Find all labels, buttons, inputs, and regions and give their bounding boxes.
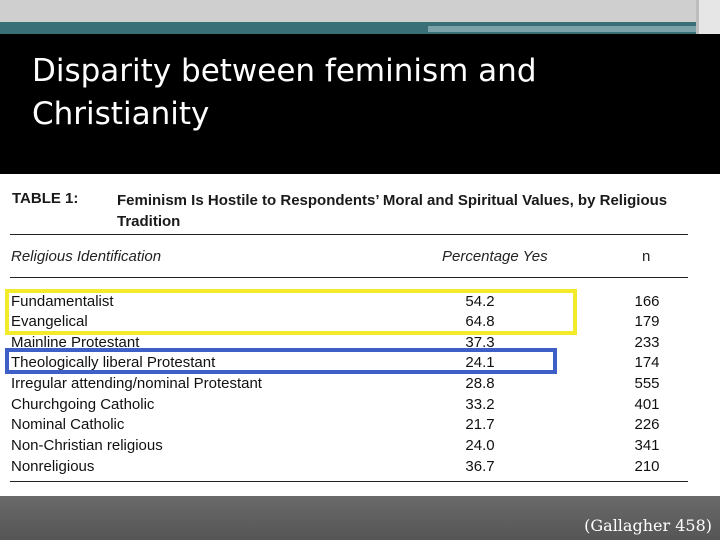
table-row: Theologically liberal Protestant 24.1 17… xyxy=(0,354,720,374)
slide-title-line2: Christianity xyxy=(32,96,210,132)
row-n: 341 xyxy=(634,437,660,454)
row-percentage: 64.8 xyxy=(465,313,495,330)
yellow-highlight-box xyxy=(5,289,577,335)
blue-highlight-box xyxy=(5,348,557,374)
row-n: 210 xyxy=(634,458,660,475)
row-percentage: 21.7 xyxy=(465,416,495,433)
title-area xyxy=(0,34,720,174)
row-category: Fundamentalist xyxy=(11,293,114,310)
row-category: Irregular attending/nominal Protestant xyxy=(11,375,262,392)
table-top-rule xyxy=(10,234,688,235)
row-n: 226 xyxy=(634,416,660,433)
table-label: TABLE 1: xyxy=(12,190,79,207)
row-percentage: 54.2 xyxy=(465,293,495,310)
accent-bar xyxy=(428,26,720,32)
table-row: Mainline Protestant 37.3 233 xyxy=(0,334,720,354)
row-category: Non-Christian religious xyxy=(11,437,163,454)
row-percentage: 33.2 xyxy=(465,396,495,413)
row-percentage: 24.0 xyxy=(465,437,495,454)
top-decorative-strip xyxy=(0,0,720,34)
row-category: Nonreligious xyxy=(11,458,95,475)
table-caption-text: Feminism Is Hostile to Respondents’ Mora… xyxy=(117,192,668,230)
table-row: Irregular attending/nominal Protestant 2… xyxy=(0,375,720,395)
table-row: Non-Christian religious 24.0 341 xyxy=(0,437,720,457)
table-row: Nominal Catholic 21.7 226 xyxy=(0,416,720,436)
row-percentage: 28.8 xyxy=(465,375,495,392)
row-n: 179 xyxy=(634,313,660,330)
row-n: 166 xyxy=(634,293,660,310)
header-identification: Religious Identification xyxy=(11,248,162,265)
table-row: Evangelical 64.8 179 xyxy=(0,313,720,333)
slide-title: Disparity between feminism and Christian… xyxy=(32,50,632,136)
table-image: TABLE 1: Feminism Is Hostile to Responde… xyxy=(0,174,720,496)
citation: (Gallagher 458) xyxy=(584,516,712,535)
table-row: Nonreligious 36.7 210 xyxy=(0,458,720,478)
footer-bar: (Gallagher 458) xyxy=(0,496,720,540)
row-category: Evangelical xyxy=(11,313,88,330)
row-percentage: 37.3 xyxy=(465,334,495,351)
table-row: Churchgoing Catholic 33.2 401 xyxy=(0,396,720,416)
row-n: 233 xyxy=(634,334,660,351)
row-n: 174 xyxy=(634,354,660,371)
row-category: Nominal Catholic xyxy=(11,416,125,433)
header-n: n xyxy=(642,248,651,265)
row-category: Churchgoing Catholic xyxy=(11,396,155,413)
row-n: 401 xyxy=(634,396,660,413)
row-percentage: 24.1 xyxy=(465,354,495,371)
row-category: Mainline Protestant xyxy=(11,334,140,351)
row-percentage: 36.7 xyxy=(465,458,495,475)
row-n: 555 xyxy=(634,375,660,392)
table-header-rule xyxy=(10,277,688,278)
table-bottom-rule xyxy=(10,481,688,482)
slide-title-line1: Disparity between feminism and xyxy=(32,53,537,89)
row-category: Theologically liberal Protestant xyxy=(11,354,216,371)
table-row: Fundamentalist 54.2 166 xyxy=(0,293,720,313)
header-percentage: Percentage Yes xyxy=(442,248,548,265)
